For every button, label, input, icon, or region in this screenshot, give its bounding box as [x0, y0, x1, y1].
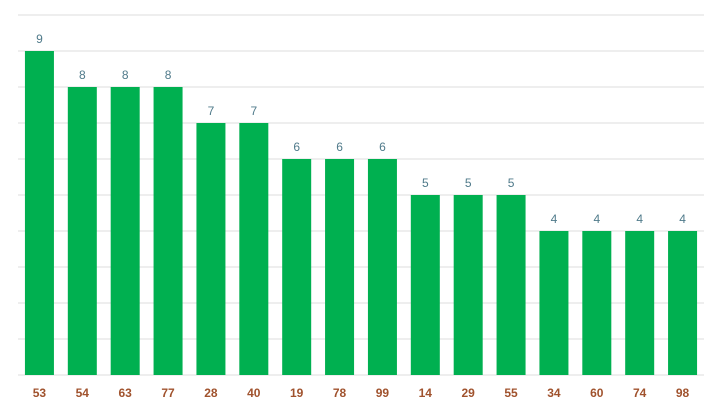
bar-value-label: 4: [551, 212, 558, 226]
x-tick-label: 54: [76, 386, 90, 400]
x-tick-label: 77: [161, 386, 175, 400]
x-tick-label: 60: [590, 386, 604, 400]
bar-value-label: 6: [379, 140, 386, 154]
x-tick-label: 55: [504, 386, 518, 400]
bar-53: [24, 51, 54, 375]
bar-99: [367, 159, 397, 375]
bar-19: [282, 159, 312, 375]
bar-60: [582, 231, 612, 375]
bars: [24, 51, 698, 375]
bar-value-label: 9: [36, 32, 43, 46]
bar-34: [539, 231, 569, 375]
bar-55: [496, 195, 526, 375]
bar-value-label: 6: [293, 140, 300, 154]
x-tick-label: 40: [247, 386, 261, 400]
bar-14: [410, 195, 440, 375]
x-tick-label: 63: [119, 386, 133, 400]
x-axis-tick-labels: 53 54 63 77 28 40 19 78 99 14 29 55 34 60 74 98: [33, 386, 690, 400]
bar-29: [453, 195, 483, 375]
bar-98: [668, 231, 698, 375]
bar-value-label: 8: [165, 68, 172, 82]
x-tick-label: 28: [204, 386, 218, 400]
bar-value-label: 8: [79, 68, 86, 82]
x-tick-label: 14: [419, 386, 433, 400]
bar-value-label: 7: [250, 104, 257, 118]
bar-78: [325, 159, 355, 375]
bar-63: [110, 87, 140, 375]
bar-28: [196, 123, 226, 375]
bar-value-label: 7: [208, 104, 215, 118]
bar-value-label: 4: [636, 212, 643, 226]
x-tick-label: 78: [333, 386, 347, 400]
bar-value-label: 4: [593, 212, 600, 226]
bar-value-label: 8: [122, 68, 129, 82]
bar-40: [239, 123, 269, 375]
bar-value-label: 5: [508, 176, 515, 190]
x-tick-label: 19: [290, 386, 304, 400]
bar-77: [153, 87, 183, 375]
bar-value-label: 6: [336, 140, 343, 154]
x-tick-label: 53: [33, 386, 47, 400]
x-tick-label: 98: [676, 386, 690, 400]
x-tick-label: 34: [547, 386, 561, 400]
bar-value-label: 5: [465, 176, 472, 190]
bar-value-label: 4: [679, 212, 686, 226]
value-labels: 9 8 8 8 7 7 6 6 6 5 5 5 4 4 4 4: [36, 32, 686, 226]
bar-value-label: 5: [422, 176, 429, 190]
x-tick-label: 99: [376, 386, 390, 400]
bar-74: [625, 231, 655, 375]
bar-54: [67, 87, 97, 375]
x-tick-label: 74: [633, 386, 647, 400]
x-tick-label: 29: [462, 386, 476, 400]
